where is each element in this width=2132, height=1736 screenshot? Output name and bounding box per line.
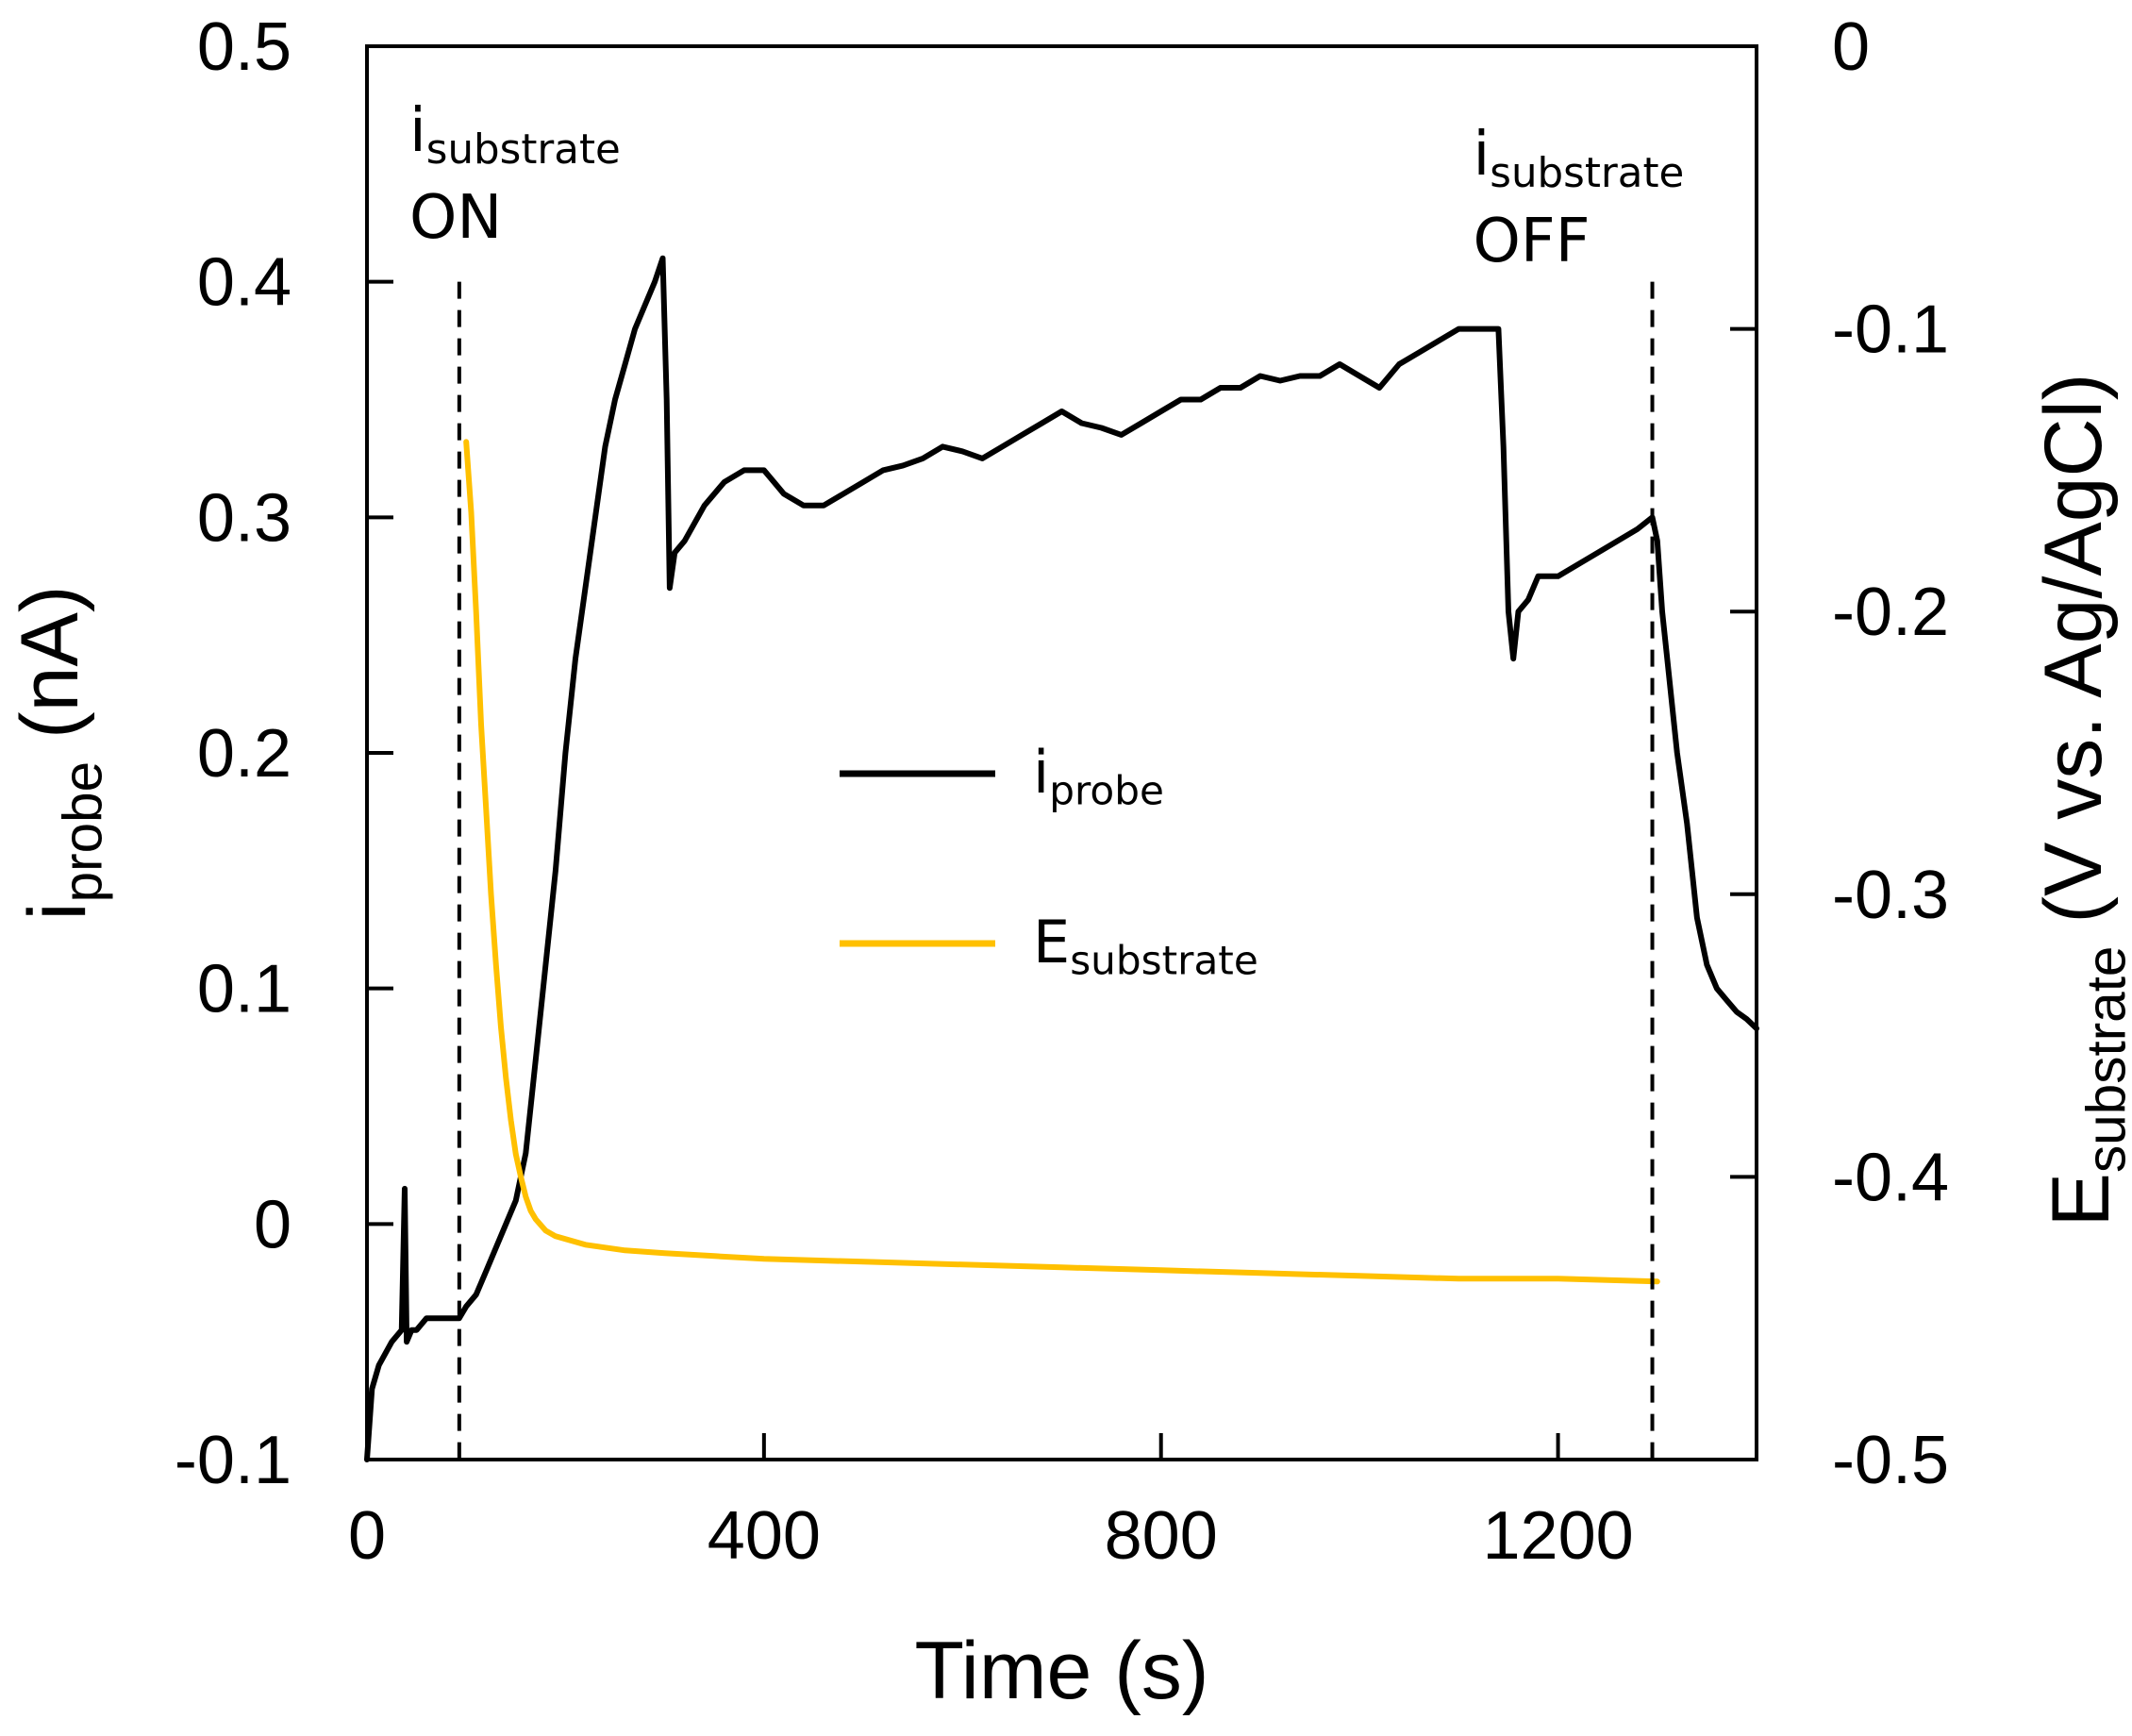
annotation-label: isubstrate	[1474, 120, 1685, 197]
annotation-label-line2: OFF	[1474, 207, 1591, 276]
plot-frame	[365, 44, 1758, 1461]
series-line-i-probe	[364, 255, 1759, 1462]
y-right-tick-label: -0.5	[1832, 1423, 1949, 1498]
annotations: isubstrate ON isubstrate OFF	[409, 96, 1684, 1460]
y-right-tick-label: -0.3	[1832, 858, 1949, 933]
x-axis-title: Time (s)	[914, 1626, 1208, 1716]
y-left-tick-label: 0.1	[197, 952, 291, 1027]
x-tick-label: 400	[708, 1498, 821, 1574]
y-left-tick-label: 0	[254, 1187, 291, 1262]
x-tick-label: 800	[1105, 1498, 1218, 1574]
x-tick-label: 1200	[1482, 1498, 1633, 1574]
y-left-tick-label: 0.5	[197, 9, 291, 85]
y-right-axis-title: Esubstrate (V vs. Ag/AgCl)	[2028, 374, 2132, 1227]
y-left-axis-title: iprobe (nA)	[5, 585, 114, 920]
legend: iprobe Esubstrate	[840, 738, 1258, 984]
y-left-tick-label: 0.2	[197, 716, 291, 792]
legend-label-i-probe: iprobe	[1033, 738, 1164, 814]
annotation-label-line2: ON	[409, 183, 502, 253]
y-right-tick-label: -0.1	[1832, 292, 1949, 368]
annotation-label: isubstrate	[409, 96, 621, 174]
plot-area	[364, 255, 1759, 1462]
y-right-tick-label: 0	[1832, 9, 1870, 85]
y-right-tick-label: -0.2	[1832, 575, 1949, 650]
axes: 0 400 800 1200 -0.1 0 0.1 0.2 0.3 0.4 0.5 -0.5 -0.4 -…	[5, 9, 2132, 1716]
series-line-E-substrate	[463, 439, 1660, 1285]
legend-label-E-substrate: Esubstrate	[1033, 908, 1258, 984]
y-left-tick-label: 0.3	[197, 480, 291, 556]
y-left-tick-label: 0.4	[197, 245, 291, 321]
y-left-tick-label: -0.1	[175, 1423, 291, 1498]
y-right-tick-label: -0.4	[1832, 1140, 1949, 1215]
x-tick-label: 0	[348, 1498, 386, 1574]
